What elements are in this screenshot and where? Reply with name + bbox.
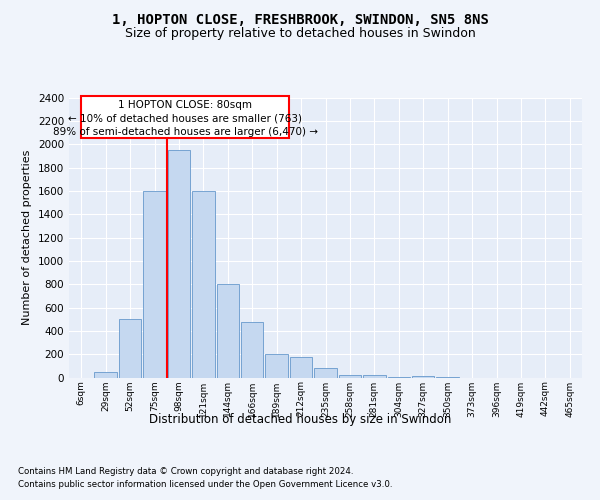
Bar (388, 377, 410, 378)
Bar (81, 96, 289, 138)
Y-axis label: Number of detached properties: Number of detached properties (22, 150, 32, 325)
Bar (143, 191, 166, 378)
Bar (192, 191, 215, 378)
Bar (436, 377, 459, 378)
Text: 89% of semi-detached houses are larger (6,470) →: 89% of semi-detached houses are larger (… (53, 126, 317, 136)
Bar (119, 319, 142, 378)
Text: 1 HOPTON CLOSE: 80sqm: 1 HOPTON CLOSE: 80sqm (118, 100, 252, 110)
Bar (314, 368, 337, 378)
Bar (94, 372, 117, 378)
Bar (363, 375, 386, 378)
Text: 1, HOPTON CLOSE, FRESHBROOK, SWINDON, SN5 8NS: 1, HOPTON CLOSE, FRESHBROOK, SWINDON, SN… (112, 12, 488, 26)
Bar (217, 284, 239, 378)
Text: ← 10% of detached houses are smaller (763): ← 10% of detached houses are smaller (76… (68, 114, 302, 123)
Text: Contains public sector information licensed under the Open Government Licence v3: Contains public sector information licen… (18, 480, 392, 489)
Text: Size of property relative to detached houses in Swindon: Size of property relative to detached ho… (125, 28, 475, 40)
Bar (241, 322, 263, 378)
Bar (412, 376, 434, 378)
Bar (167, 150, 190, 378)
Bar (338, 374, 361, 378)
Text: Distribution of detached houses by size in Swindon: Distribution of detached houses by size … (149, 412, 451, 426)
Text: Contains HM Land Registry data © Crown copyright and database right 2024.: Contains HM Land Registry data © Crown c… (18, 467, 353, 476)
Bar (290, 357, 313, 378)
Bar (265, 354, 288, 378)
